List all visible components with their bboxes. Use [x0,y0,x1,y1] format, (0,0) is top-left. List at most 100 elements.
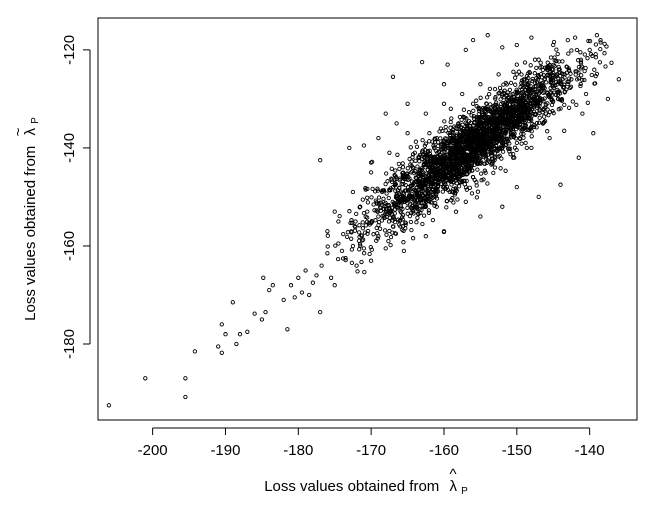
x-axis-title-subscript: P [461,486,468,497]
data-point [497,90,502,95]
data-point [541,90,546,96]
data-point [534,80,540,85]
data-point [518,122,523,127]
data-point [592,81,598,86]
data-point [349,260,355,266]
data-point [598,38,603,43]
data-point [445,62,450,67]
data-point [541,72,546,78]
data-point [288,283,294,288]
data-point [542,85,547,91]
data-point [361,251,367,256]
data-point [234,341,239,347]
data-point [479,178,484,183]
data-point [504,124,509,129]
data-point [547,93,552,98]
data-point [389,166,394,171]
data-point [386,203,391,209]
data-point [500,140,505,145]
data-point [432,176,438,181]
data-point [223,332,228,337]
data-point [463,152,468,158]
data-point [359,259,364,265]
data-point [461,107,467,112]
data-point [435,184,441,190]
data-point [514,62,519,67]
data-point [586,38,591,44]
data-point [530,76,535,82]
data-point [432,154,437,159]
data-point [486,106,491,112]
data-point [470,174,476,180]
data-point [439,181,444,186]
data-point [485,130,490,135]
data-point [453,209,459,214]
data-point [532,71,537,76]
data-point [429,171,434,176]
data-point [516,69,522,74]
data-point [483,154,489,159]
data-point [419,59,425,65]
data-point [556,64,561,70]
data-point [319,263,324,268]
data-point [469,191,475,196]
data-point [219,322,224,327]
data-point [574,47,580,53]
data-point [478,214,483,219]
data-point [500,122,506,127]
data-point [421,163,426,168]
data-point [369,195,374,200]
data-point [360,220,365,225]
data-point [396,200,402,205]
data-point [383,111,388,116]
data-point [489,162,494,167]
data-point [514,140,520,146]
data-point [477,135,482,141]
data-point [512,155,517,160]
data-point [393,182,398,187]
data-point [360,197,365,202]
data-point [484,101,489,106]
data-point [442,149,447,154]
data-point [443,128,448,133]
data-point [480,111,485,116]
data-point [590,53,595,59]
data-point [489,121,494,126]
data-point [504,105,509,110]
data-point [386,195,391,201]
data-point [564,70,569,75]
data-point [605,96,611,102]
data-point [270,283,275,288]
data-point [409,227,414,233]
data-point [475,116,480,122]
data-point [536,57,541,62]
data-point [449,157,454,163]
data-point [492,108,497,113]
data-point [523,116,529,121]
data-point [337,213,342,219]
data-point [491,170,496,176]
data-point [407,156,412,162]
data-point [525,127,531,132]
data-point [405,131,410,136]
data-point [454,173,459,178]
data-point [354,263,359,268]
data-point [519,72,524,77]
data-point [391,224,396,229]
data-point [353,224,358,230]
data-point [522,77,527,82]
data-point [474,183,479,188]
data-point [438,136,443,141]
data-point [435,167,440,172]
data-point [370,186,375,192]
data-point [460,91,465,97]
data-point [385,179,390,184]
data-point [553,80,559,85]
data-point [445,177,450,183]
data-point [444,198,450,204]
data-point [447,139,452,144]
data-point [451,186,456,192]
data-point [566,51,571,56]
data-point [464,187,469,192]
data-point [362,230,368,235]
